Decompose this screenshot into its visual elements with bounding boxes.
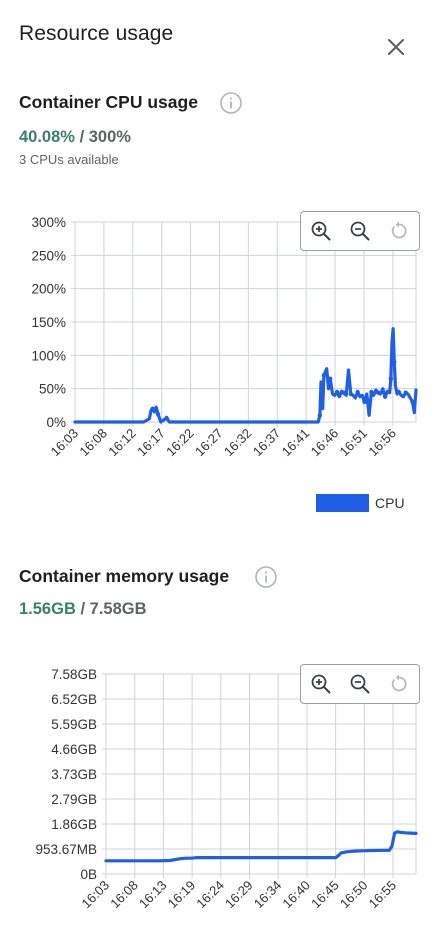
cpu-usage-summary: 40.08% / 300%: [19, 128, 131, 147]
reset-zoom-icon[interactable]: [387, 672, 411, 696]
memory-max-value: 7.58GB: [89, 600, 147, 618]
cpu-legend-swatch: [316, 494, 369, 512]
memory-chart-toolbar: [300, 664, 420, 704]
cpu-data-point: [403, 390, 408, 395]
cpu-series-line: [73, 327, 418, 424]
cpu-data-point: [410, 399, 415, 405]
memory-y-tick-label: 1.86GB: [51, 817, 97, 832]
zoom-in-icon[interactable]: [309, 219, 333, 243]
cpu-data-point: [369, 389, 374, 395]
cpu-y-tick-label: 50%: [39, 382, 66, 397]
memory-x-tick-label: 16:50: [337, 878, 371, 912]
memory-x-tick-label: 16:19: [165, 878, 199, 912]
cpu-y-tick-label: 200%: [31, 282, 66, 297]
cpu-legend-label: CPU: [375, 495, 405, 511]
cpu-x-tick-label: 16:56: [365, 426, 399, 460]
cpu-x-tick-label: 16:08: [76, 426, 110, 460]
memory-x-tick-label: 16:08: [107, 878, 141, 912]
cpu-x-tick-label: 16:46: [308, 426, 342, 460]
zoom-out-icon[interactable]: [348, 219, 372, 243]
cpu-data-point: [348, 391, 353, 397]
memory-x-tick-label: 16:55: [366, 878, 400, 912]
cpu-data-point: [317, 413, 323, 418]
memory-y-tick-label: 5.59GB: [51, 717, 97, 732]
cpu-x-tick-label: 16:22: [163, 426, 197, 460]
cpu-x-tick-label: 16:37: [250, 426, 284, 460]
cpu-y-tick-label: 250%: [31, 248, 66, 263]
memory-y-tick-label: 6.52GB: [51, 692, 97, 707]
cpu-data-point: [334, 389, 340, 395]
memory-section-title: Container memory usage: [19, 566, 230, 586]
cpu-data-point: [362, 399, 367, 405]
cpu-available-label: 3 CPUs available: [19, 152, 119, 167]
memory-x-tick-label: 16:34: [251, 878, 285, 912]
close-icon[interactable]: [383, 34, 409, 60]
panel-title: Resource usage: [19, 22, 174, 45]
cpu-data-point: [355, 389, 360, 395]
reset-zoom-icon[interactable]: [387, 219, 411, 243]
cpu-y-tick-label: 300%: [31, 215, 66, 230]
cpu-y-tick-label: 150%: [31, 315, 66, 330]
cpu-y-tick-label: 0%: [46, 415, 66, 430]
cpu-max-value: 300%: [88, 128, 131, 146]
memory-x-tick-label: 16:40: [279, 878, 313, 912]
zoom-out-icon[interactable]: [348, 672, 372, 696]
memory-chart[interactable]: 7.58GB 6.52GB 5.59GB 4.66GB 3.73GB 2.79GB 1.86…: [0, 655, 448, 935]
cpu-data-point: [341, 390, 347, 395]
memory-y-tick-label: 4.66GB: [51, 742, 97, 757]
cpu-current-value: 40.08%: [19, 128, 75, 146]
memory-x-tick-label: 16:13: [136, 878, 170, 912]
memory-x-tick-label: 16:29: [222, 878, 256, 912]
cpu-data-point: [155, 411, 161, 417]
cpu-data-point: [321, 373, 327, 378]
cpu-data-point: [327, 376, 333, 381]
cpu-x-tick-label: 16:41: [279, 426, 313, 460]
zoom-in-icon[interactable]: [309, 672, 333, 696]
memory-x-tick-label: 16:03: [79, 878, 113, 912]
memory-separator: /: [80, 600, 86, 618]
cpu-data-point: [376, 390, 381, 395]
memory-info-icon[interactable]: [254, 565, 278, 589]
cpu-data-point: [396, 389, 402, 395]
memory-series-line: [104, 830, 418, 863]
cpu-x-tick-label: 16:32: [221, 426, 255, 460]
cpu-x-tick-label: 16:27: [192, 426, 226, 460]
cpu-separator: /: [79, 128, 85, 146]
cpu-x-tick-label: 16:03: [48, 426, 82, 460]
cpu-info-icon[interactable]: [219, 91, 243, 115]
cpu-y-tick-label: 100%: [31, 348, 66, 363]
cpu-data-point: [150, 406, 156, 411]
memory-y-tick-label: 2.79GB: [51, 792, 97, 807]
cpu-x-tick-label: 16:12: [105, 426, 139, 460]
memory-y-tick-label: 953.67MB: [35, 842, 97, 857]
memory-y-tick-label: 7.58GB: [51, 667, 97, 682]
cpu-chart[interactable]: 300% 250% 200% 150% 100% 50% 0%16:0316:0816:12…: [0, 200, 448, 530]
memory-x-tick-label: 16:24: [193, 878, 227, 912]
cpu-x-tick-label: 16:51: [336, 426, 370, 460]
cpu-x-tick-label: 16:17: [134, 426, 168, 460]
cpu-section-title: Container CPU usage: [19, 92, 198, 112]
memory-x-tick-label: 16:45: [308, 878, 342, 912]
cpu-chart-toolbar: [300, 211, 420, 251]
memory-y-tick-label: 0B: [80, 867, 97, 882]
cpu-data-point: [164, 415, 169, 421]
cpu-data-point: [382, 394, 388, 399]
memory-y-tick-label: 3.73GB: [51, 767, 97, 782]
memory-current-value: 1.56GB: [19, 600, 76, 618]
cpu-data-point: [392, 359, 397, 365]
cpu-data-point: [388, 376, 394, 381]
memory-usage-summary: 1.56GB / 7.58GB: [19, 600, 147, 619]
